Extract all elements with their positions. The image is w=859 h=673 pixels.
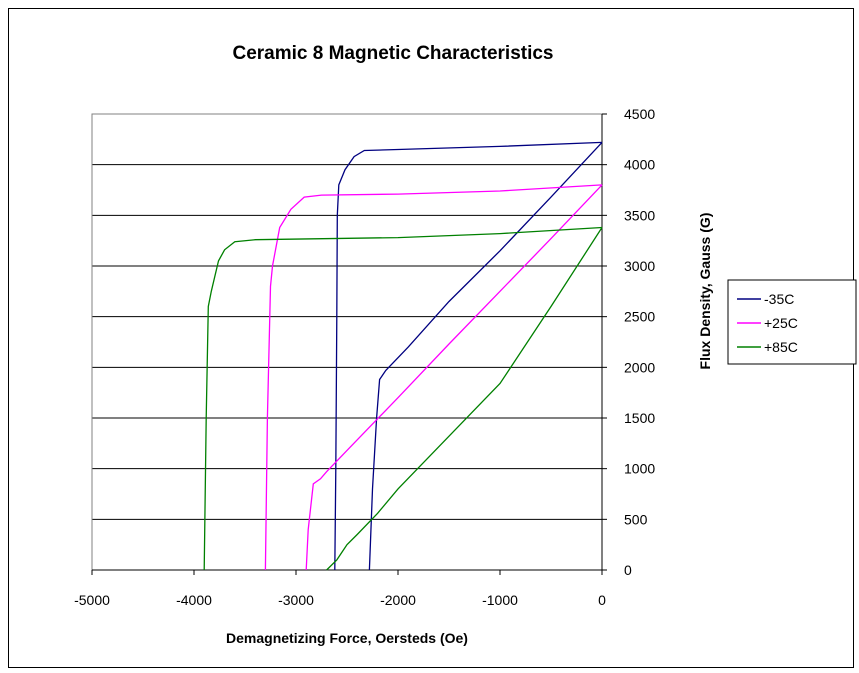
series-line-35C-normal xyxy=(368,141,603,571)
y-tick-label: 4500 xyxy=(624,106,655,122)
y-tick-label: 3500 xyxy=(624,207,655,223)
legend-label: +85C xyxy=(764,339,798,355)
series-line-35C-intrinsic xyxy=(334,141,603,571)
x-tick-label: -1000 xyxy=(482,592,518,608)
y-tick-label: 1000 xyxy=(624,461,655,477)
x-tick-label: 0 xyxy=(598,592,606,608)
plot-area: -5000 -4000 -3000 -2000 -1000 0 0 500 1000 1500 20… xyxy=(74,106,655,608)
x-tick-label: -4000 xyxy=(176,592,212,608)
y-tick-label: 3000 xyxy=(624,258,655,274)
series-line-25C-intrinsic xyxy=(264,184,603,571)
chart-title: Ceramic 8 Magnetic Characteristics xyxy=(232,43,553,64)
y-tick-label: 500 xyxy=(624,511,648,527)
chart-frame xyxy=(8,8,854,668)
y-tick-label: 0 xyxy=(624,562,632,578)
x-tick-label: -2000 xyxy=(380,592,416,608)
x-tick-label: -5000 xyxy=(74,592,110,608)
series-line-85C-normal xyxy=(326,227,603,571)
legend-box xyxy=(727,279,857,365)
x-axis-label: Demagnetizing Force, Oersteds (Oe) xyxy=(226,630,468,646)
y-tick-label: 2000 xyxy=(624,359,655,375)
legend-label: +25C xyxy=(764,315,798,331)
x-tick-label: -3000 xyxy=(278,592,314,608)
plot-border xyxy=(91,113,603,571)
legend-label: -35C xyxy=(764,291,794,307)
series-line-25C-normal xyxy=(305,184,603,571)
y-tick-label: 2500 xyxy=(624,309,655,325)
y-axis-label: Flux Density, Gauss (G) xyxy=(697,213,713,370)
series-line-85C-intrinsic xyxy=(203,226,603,571)
y-tick-label: 1500 xyxy=(624,410,655,426)
y-tick-label: 4000 xyxy=(624,157,655,173)
legend: -35C +25C +85C xyxy=(727,279,857,365)
